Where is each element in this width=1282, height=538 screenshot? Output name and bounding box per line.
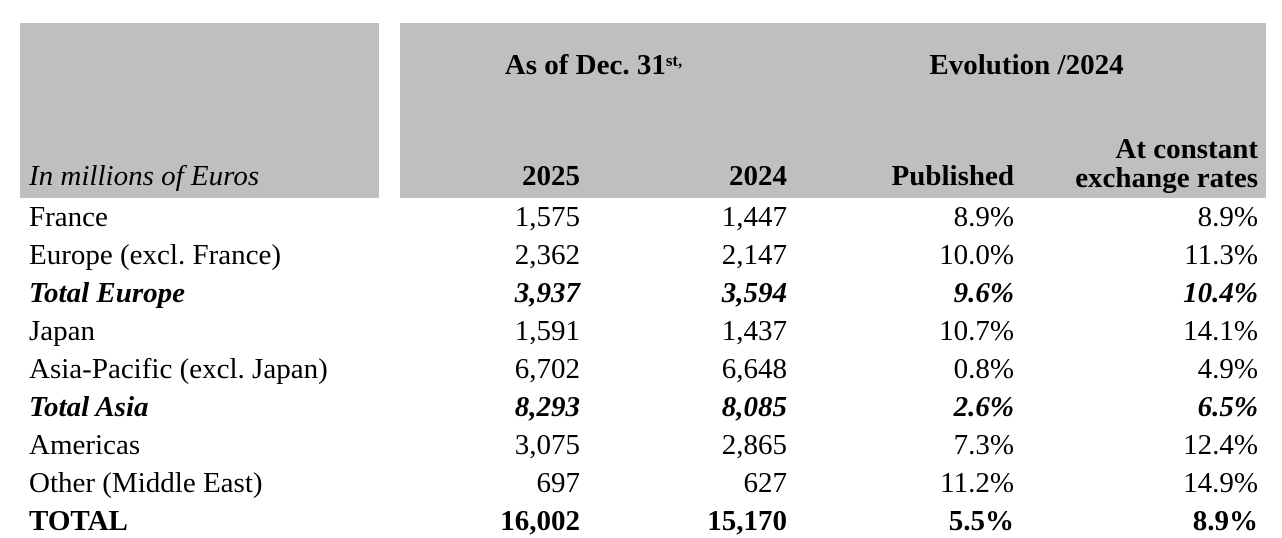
table-row-total-asia: Total Asia 8,293 8,085 2.6% 6.5%	[20, 388, 1266, 426]
row-label: Other (Middle East)	[29, 467, 263, 499]
as-of-date-header: As of Dec. 31st,	[400, 23, 787, 108]
value-constant: 14.1%	[1183, 315, 1258, 347]
value-published: 10.7%	[939, 315, 1014, 347]
table-row-total-europe: Total Europe 3,937 3,594 9.6% 10.4%	[20, 274, 1266, 312]
value-2024: 8,085	[721, 391, 787, 423]
value-2025: 2,362	[514, 239, 580, 271]
value-2024: 1,437	[721, 315, 787, 347]
value-2025: 3,075	[514, 429, 580, 461]
value-2025: 6,702	[514, 353, 580, 385]
row-label: Europe (excl. France)	[29, 239, 282, 271]
value-2025: 697	[536, 467, 581, 499]
constant-rates-line1: At constant	[1115, 133, 1258, 165]
value-published: 8.9%	[953, 201, 1014, 233]
table-row-japan: Japan 1,591 1,437 10.7% 14.1%	[20, 312, 1266, 350]
row-label: TOTAL	[29, 505, 128, 537]
value-2024: 2,865	[721, 429, 787, 461]
value-2024: 3,594	[721, 277, 787, 309]
revenue-by-region-table: As of Dec. 31st, Evolution /2024 In mill…	[20, 23, 1266, 538]
unit-label: In millions of Euros	[20, 108, 379, 198]
value-constant: 14.9%	[1183, 467, 1258, 499]
row-label: Japan	[29, 315, 96, 347]
header-label-spacer	[20, 23, 379, 108]
table-row-total: TOTAL 16,002 15,170 5.5% 8.9%	[20, 502, 1266, 538]
value-constant: 11.3%	[1184, 239, 1258, 271]
value-2024: 15,170	[707, 505, 787, 537]
value-constant: 8.9%	[1192, 505, 1258, 537]
table-body: France 1,575 1,447 8.9% 8.9% Europe (exc…	[20, 198, 1266, 538]
table-row-europe-excl-france: Europe (excl. France) 2,362 2,147 10.0% …	[20, 236, 1266, 274]
value-published: 5.5%	[948, 505, 1014, 537]
evolution-header: Evolution /2024	[787, 23, 1266, 108]
column-header-2025: 2025	[400, 108, 580, 198]
value-published: 9.6%	[953, 277, 1014, 309]
column-header-row: In millions of Euros 2025 2024 Published…	[20, 108, 1266, 198]
table-row-asia-pacific-excl-japan: Asia-Pacific (excl. Japan) 6,702 6,648 0…	[20, 350, 1266, 388]
value-2025: 8,293	[514, 391, 580, 423]
value-2025: 1,575	[514, 201, 580, 233]
value-constant: 4.9%	[1197, 353, 1258, 385]
value-published: 7.3%	[953, 429, 1014, 461]
value-2024: 1,447	[721, 201, 787, 233]
value-constant: 8.9%	[1197, 201, 1258, 233]
table-row-other-middle-east: Other (Middle East) 697 627 11.2% 14.9%	[20, 464, 1266, 502]
constant-rates-line2: exchange rates	[1075, 162, 1258, 194]
value-published: 2.6%	[953, 391, 1014, 423]
header-group-row: As of Dec. 31st, Evolution /2024	[20, 23, 1266, 108]
row-label: Total Asia	[29, 391, 149, 423]
value-constant: 6.5%	[1197, 391, 1258, 423]
row-label: France	[29, 201, 108, 233]
table-header: As of Dec. 31st, Evolution /2024 In mill…	[20, 23, 1266, 198]
value-2025: 1,591	[514, 315, 580, 347]
value-constant: 10.4%	[1183, 277, 1258, 309]
row-label: Total Europe	[29, 277, 186, 309]
row-label: Americas	[29, 429, 141, 461]
value-2024: 2,147	[721, 239, 787, 271]
value-2024: 6,648	[721, 353, 787, 385]
value-2025: 3,937	[514, 277, 580, 309]
table-row-americas: Americas 3,075 2,865 7.3% 12.4%	[20, 426, 1266, 464]
value-constant: 12.4%	[1183, 429, 1258, 461]
value-2024: 627	[743, 467, 788, 499]
column-header-constant-rates: At constant exchange rates	[1014, 108, 1266, 198]
value-published: 10.0%	[939, 239, 1014, 271]
value-2025: 16,002	[500, 505, 580, 537]
column-header-2024: 2024	[580, 108, 787, 198]
table-row-france: France 1,575 1,447 8.9% 8.9%	[20, 198, 1266, 236]
header-gap	[379, 108, 400, 198]
ordinal-superscript: st,	[665, 51, 683, 71]
column-header-published: Published	[787, 108, 1014, 198]
value-published: 0.8%	[953, 353, 1014, 385]
row-label: Asia-Pacific (excl. Japan)	[29, 353, 328, 385]
value-published: 11.2%	[940, 467, 1014, 499]
as-of-date-text: As of Dec. 31	[504, 49, 666, 81]
header-gap	[379, 23, 400, 108]
